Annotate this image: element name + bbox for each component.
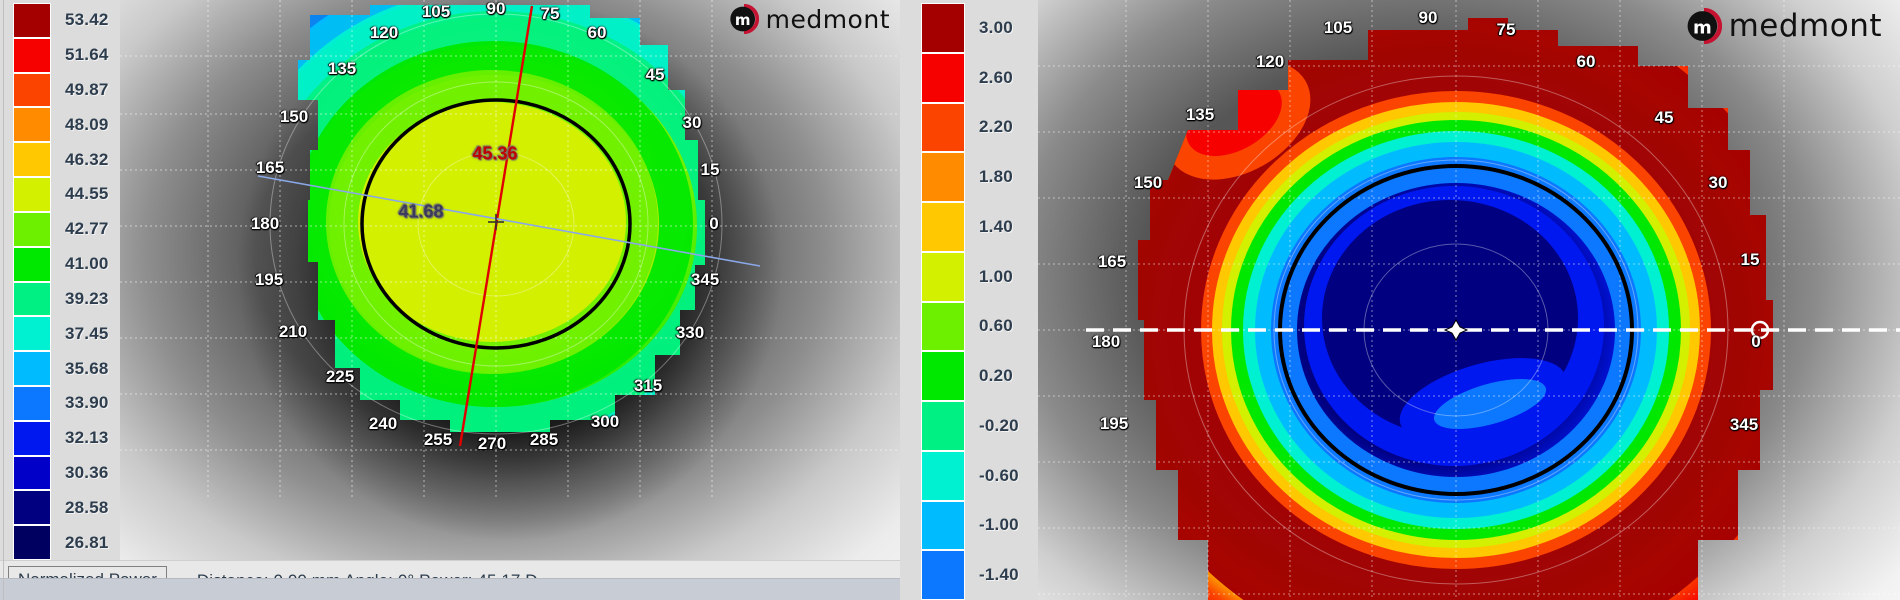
scale-swatch	[13, 142, 51, 178]
scale-stop[interactable]: 39.23	[0, 281, 120, 317]
scale-swatch	[13, 281, 51, 317]
scale-value-label: -1.40	[979, 565, 1019, 585]
left-map-canvas[interactable]: 105 90 75 120 60 135 45 150 30 165 15 180 0 195 345 210…	[120, 0, 900, 560]
scale-stop[interactable]: -1.00	[908, 500, 1038, 551]
axial-power-contours	[298, 5, 705, 432]
scale-value-label: 51.64	[65, 45, 109, 65]
scale-swatch	[921, 550, 965, 600]
scale-value-label: 39.23	[65, 288, 109, 308]
scale-stop[interactable]: 1.80	[908, 152, 1038, 202]
scale-stop[interactable]: 30.36	[0, 455, 120, 491]
scale-value-label: 46.32	[65, 149, 109, 169]
scale-value-label: -0.60	[979, 465, 1019, 485]
scale-stop[interactable]: 41.00	[0, 246, 120, 282]
scale-stop[interactable]: 2.20	[908, 102, 1038, 153]
scale-value-label: 42.77	[65, 219, 109, 239]
scale-value-label: 2.60	[979, 67, 1013, 87]
scale-swatch	[13, 72, 51, 108]
scale-value-label: 1.80	[979, 167, 1013, 187]
scale-stop[interactable]: 26.81	[0, 525, 120, 560]
scale-swatch	[13, 420, 51, 456]
scale-value-label: 1.40	[979, 216, 1013, 236]
scale-value-label: 48.09	[65, 114, 109, 134]
left-map-panel: 53.42 51.64 49.87 48.09 46.32 44.55 42.77 41.00…	[0, 0, 900, 600]
scale-stop[interactable]: 37.45	[0, 316, 120, 352]
scale-value-label: 30.36	[65, 462, 109, 482]
left-panel-body: 53.42 51.64 49.87 48.09 46.32 44.55 42.77 41.00…	[0, 0, 900, 560]
scale-swatch	[921, 3, 965, 53]
scale-swatch	[13, 525, 51, 560]
scale-swatch	[13, 490, 51, 526]
scale-value-label: 49.87	[65, 80, 109, 100]
scale-stop[interactable]: 49.87	[0, 72, 120, 108]
scale-swatch	[921, 401, 965, 451]
scale-stop[interactable]: 48.09	[0, 107, 120, 143]
scale-stop[interactable]: 1.40	[908, 202, 1038, 252]
scale-swatch	[13, 107, 51, 143]
scale-value-label: 0.20	[979, 366, 1013, 386]
scale-stop[interactable]: 2.60	[908, 52, 1038, 103]
scale-value-label: 41.00	[65, 254, 109, 274]
scale-swatch	[921, 301, 965, 352]
scale-value-label: -1.00	[979, 515, 1019, 535]
scale-stop[interactable]: -0.60	[908, 450, 1038, 501]
scale-value-label: 0.60	[979, 316, 1013, 336]
scale-value-label: 1.00	[979, 266, 1013, 286]
window-bottom-strip	[0, 578, 900, 600]
scale-value-label: 53.42	[65, 10, 109, 30]
scale-swatch	[13, 246, 51, 282]
scale-swatch	[921, 450, 965, 501]
right-map-canvas[interactable]: 105 90 75 120 60 135 45 150 30 165 15 180 0 195 345 m …	[1038, 0, 1900, 600]
scale-stop[interactable]: 42.77	[0, 211, 120, 247]
panel-divider	[3, 0, 908, 600]
scale-value-label: 28.58	[65, 497, 109, 517]
scale-swatch	[921, 102, 965, 153]
scale-swatch	[13, 455, 51, 491]
scale-stop[interactable]: 46.32	[0, 142, 120, 178]
scale-value-label: 37.45	[65, 323, 109, 343]
scale-stop[interactable]: 32.13	[0, 420, 120, 456]
scale-stop[interactable]: 3.00	[908, 3, 1038, 53]
scale-stop[interactable]: 0.20	[908, 351, 1038, 401]
scale-swatch	[921, 500, 965, 551]
scale-swatch	[13, 177, 51, 212]
right-map-panel: 3.00 2.60 2.20 1.80 1.40 1.00 0.60 0.20 -0.20 -0.…	[908, 0, 1900, 600]
difference-map-contours	[1138, 18, 1773, 600]
scale-stop[interactable]: 0.60	[908, 301, 1038, 352]
scale-value-label: -0.20	[979, 415, 1019, 435]
scale-stop[interactable]: 28.58	[0, 490, 120, 526]
scale-stop[interactable]: 51.64	[0, 37, 120, 73]
scale-swatch	[921, 52, 965, 103]
scale-swatch	[13, 385, 51, 421]
scale-swatch	[921, 351, 965, 401]
right-color-scale[interactable]: 3.00 2.60 2.20 1.80 1.40 1.00 0.60 0.20 -0.20 -0.…	[908, 0, 1038, 600]
scale-swatch	[13, 351, 51, 386]
scale-stop[interactable]: 1.00	[908, 251, 1038, 302]
scale-value-label: 33.90	[65, 393, 109, 413]
left-color-scale[interactable]: 53.42 51.64 49.87 48.09 46.32 44.55 42.77 41.00…	[0, 0, 120, 560]
scale-value-label: 3.00	[979, 17, 1013, 37]
scale-stop[interactable]: -0.20	[908, 401, 1038, 451]
scale-stop[interactable]: 35.68	[0, 351, 120, 386]
scale-value-label: 26.81	[65, 532, 109, 552]
scale-swatch	[921, 251, 965, 302]
scale-value-label: 35.68	[65, 358, 109, 378]
scale-swatch	[921, 152, 965, 202]
right-panel-body: 3.00 2.60 2.20 1.80 1.40 1.00 0.60 0.20 -0.20 -0.…	[908, 0, 1900, 600]
scale-swatch	[13, 211, 51, 247]
scale-stop[interactable]: 44.55	[0, 177, 120, 212]
scale-value-label: 2.20	[979, 117, 1013, 137]
scale-swatch	[13, 316, 51, 352]
scale-stop[interactable]: 33.90	[0, 385, 120, 421]
scale-swatch	[921, 202, 965, 252]
scale-swatch	[13, 37, 51, 73]
scale-stop[interactable]: 53.42	[0, 3, 120, 38]
scale-stop[interactable]: -1.40	[908, 550, 1038, 600]
scale-value-label: 32.13	[65, 428, 109, 448]
scale-value-label: 44.55	[65, 184, 109, 204]
scale-swatch	[13, 3, 51, 38]
